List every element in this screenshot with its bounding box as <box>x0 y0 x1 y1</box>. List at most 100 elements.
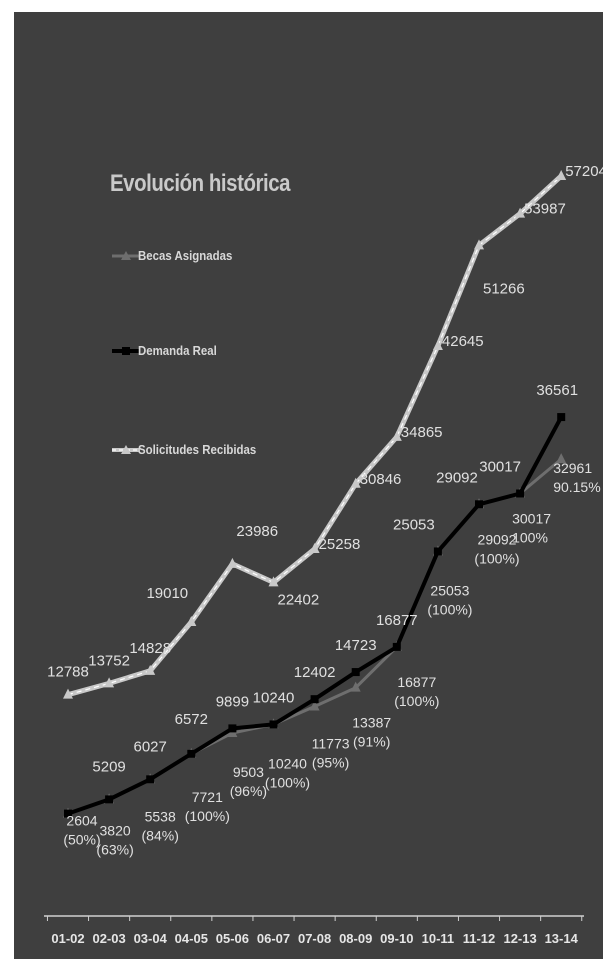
data-label: (100%) <box>265 774 310 790</box>
data-label: 5538 <box>145 808 176 824</box>
data-label: 5209 <box>92 758 125 775</box>
chart-area: Evolución histórica Becas Asignadas Dema… <box>14 12 603 959</box>
data-point <box>556 453 567 464</box>
legend-item-demanda-real: Demanda Real <box>112 340 228 360</box>
data-label: 11773 <box>312 736 350 752</box>
data-label: 2604 <box>66 813 97 829</box>
data-label: 13752 <box>88 652 130 669</box>
data-label: 25053 <box>430 582 469 598</box>
data-point <box>516 489 525 498</box>
data-point <box>391 430 402 441</box>
data-label: 30017 <box>512 510 551 526</box>
x-tick-label: 07-08 <box>298 931 331 946</box>
data-label: 29092 <box>478 531 517 547</box>
data-point <box>146 775 155 784</box>
data-point <box>474 239 484 250</box>
data-label: 29092 <box>436 469 478 486</box>
data-point <box>433 547 442 556</box>
data-label: 12402 <box>294 664 336 681</box>
data-label: 6572 <box>175 711 208 728</box>
x-tick-label: 13-14 <box>545 931 579 946</box>
data-point <box>269 720 278 729</box>
x-tick-label: 02-03 <box>92 931 125 946</box>
data-label: 22402 <box>278 591 320 608</box>
legend-item-solicitudes-recibidas: Solicitudes Recibidas <box>112 439 272 459</box>
data-label: (91%) <box>353 734 390 750</box>
legend-label-becas-asignadas: Becas Asignadas <box>138 247 233 263</box>
data-point <box>432 340 443 351</box>
data-label: (100%) <box>394 693 439 709</box>
x-tick-label: 09-10 <box>380 931 413 946</box>
series-line-2 <box>67 174 563 698</box>
data-label: (100%) <box>185 808 230 824</box>
x-tick-label: 11-12 <box>463 931 496 946</box>
data-point <box>515 207 526 218</box>
data-label: 14828 <box>129 640 171 657</box>
data-point <box>309 543 320 554</box>
data-point <box>557 413 566 422</box>
data-label: 12788 <box>47 664 89 681</box>
data-label: (100%) <box>474 550 519 566</box>
data-label: 25053 <box>393 516 435 533</box>
data-label: 16877 <box>397 674 436 690</box>
data-label: 57204 <box>565 163 603 180</box>
data-label: 16877 <box>376 612 418 629</box>
legend-label-demanda-real: Demanda Real <box>138 342 217 358</box>
legend-swatch-solicitudes-recibidas <box>112 443 140 455</box>
data-label: 53987 <box>524 201 566 218</box>
data-label: 19010 <box>146 585 188 602</box>
data-point <box>104 677 115 688</box>
x-tick-label: 08-09 <box>339 931 372 946</box>
data-point <box>556 170 567 180</box>
data-label: 23986 <box>236 523 278 540</box>
data-label: (84%) <box>142 827 179 843</box>
data-label: 3820 <box>100 822 131 838</box>
data-label: 9899 <box>216 693 249 710</box>
data-label: 90.15% <box>553 479 600 495</box>
data-label: 10240 <box>253 689 295 706</box>
data-point <box>309 700 320 711</box>
data-label: 34865 <box>401 424 443 441</box>
line-chart: 01-02 02-03 03-04 04-05 05-06 06-07 07-08 08-09… <box>44 163 603 946</box>
x-tick-label: 01-02 <box>51 931 84 946</box>
x-tick-label: 12-13 <box>503 931 536 946</box>
data-point <box>186 616 197 627</box>
data-label: 9503 <box>233 764 264 780</box>
data-point <box>475 500 483 509</box>
data-point <box>105 795 114 804</box>
data-label: (50%) <box>63 832 100 848</box>
data-label: 25258 <box>319 536 361 553</box>
chart-title: Evolución histórica <box>110 170 291 197</box>
data-label: 32961 <box>553 460 592 476</box>
data-point <box>268 576 279 587</box>
data-label: (100%) <box>427 601 472 617</box>
data-point <box>64 809 72 818</box>
data-label: 7721 <box>192 789 223 805</box>
legend-swatch-demanda-real <box>112 344 140 356</box>
data-point <box>350 477 361 488</box>
data-label: 10240 <box>268 755 307 771</box>
x-tick-label: 10-11 <box>422 931 455 946</box>
x-tick-label: 04-05 <box>175 931 208 946</box>
x-tick-label: 05-06 <box>216 931 249 946</box>
data-label: 13387 <box>352 715 391 731</box>
legend-swatch-becas-asignadas <box>112 249 140 261</box>
data-point <box>187 749 196 758</box>
data-point <box>351 668 360 677</box>
data-label: 30846 <box>360 471 402 488</box>
data-point <box>145 664 156 675</box>
data-label: (63%) <box>96 841 133 857</box>
data-label: (96%) <box>230 783 267 799</box>
data-label: 100% <box>512 529 548 545</box>
data-label: 6027 <box>134 738 167 755</box>
legend-item-becas-asignadas: Becas Asignadas <box>112 245 245 265</box>
data-point <box>310 695 319 704</box>
data-point <box>392 642 401 651</box>
data-label: 14723 <box>335 637 377 654</box>
legend-label-solicitudes-recibidas: Solicitudes Recibidas <box>138 441 257 457</box>
data-label: 30017 <box>479 458 521 475</box>
series-line-highlight-2 <box>67 175 562 696</box>
x-tick-label: 03-04 <box>134 931 168 946</box>
data-point <box>350 681 361 692</box>
data-label: 36561 <box>536 382 578 399</box>
